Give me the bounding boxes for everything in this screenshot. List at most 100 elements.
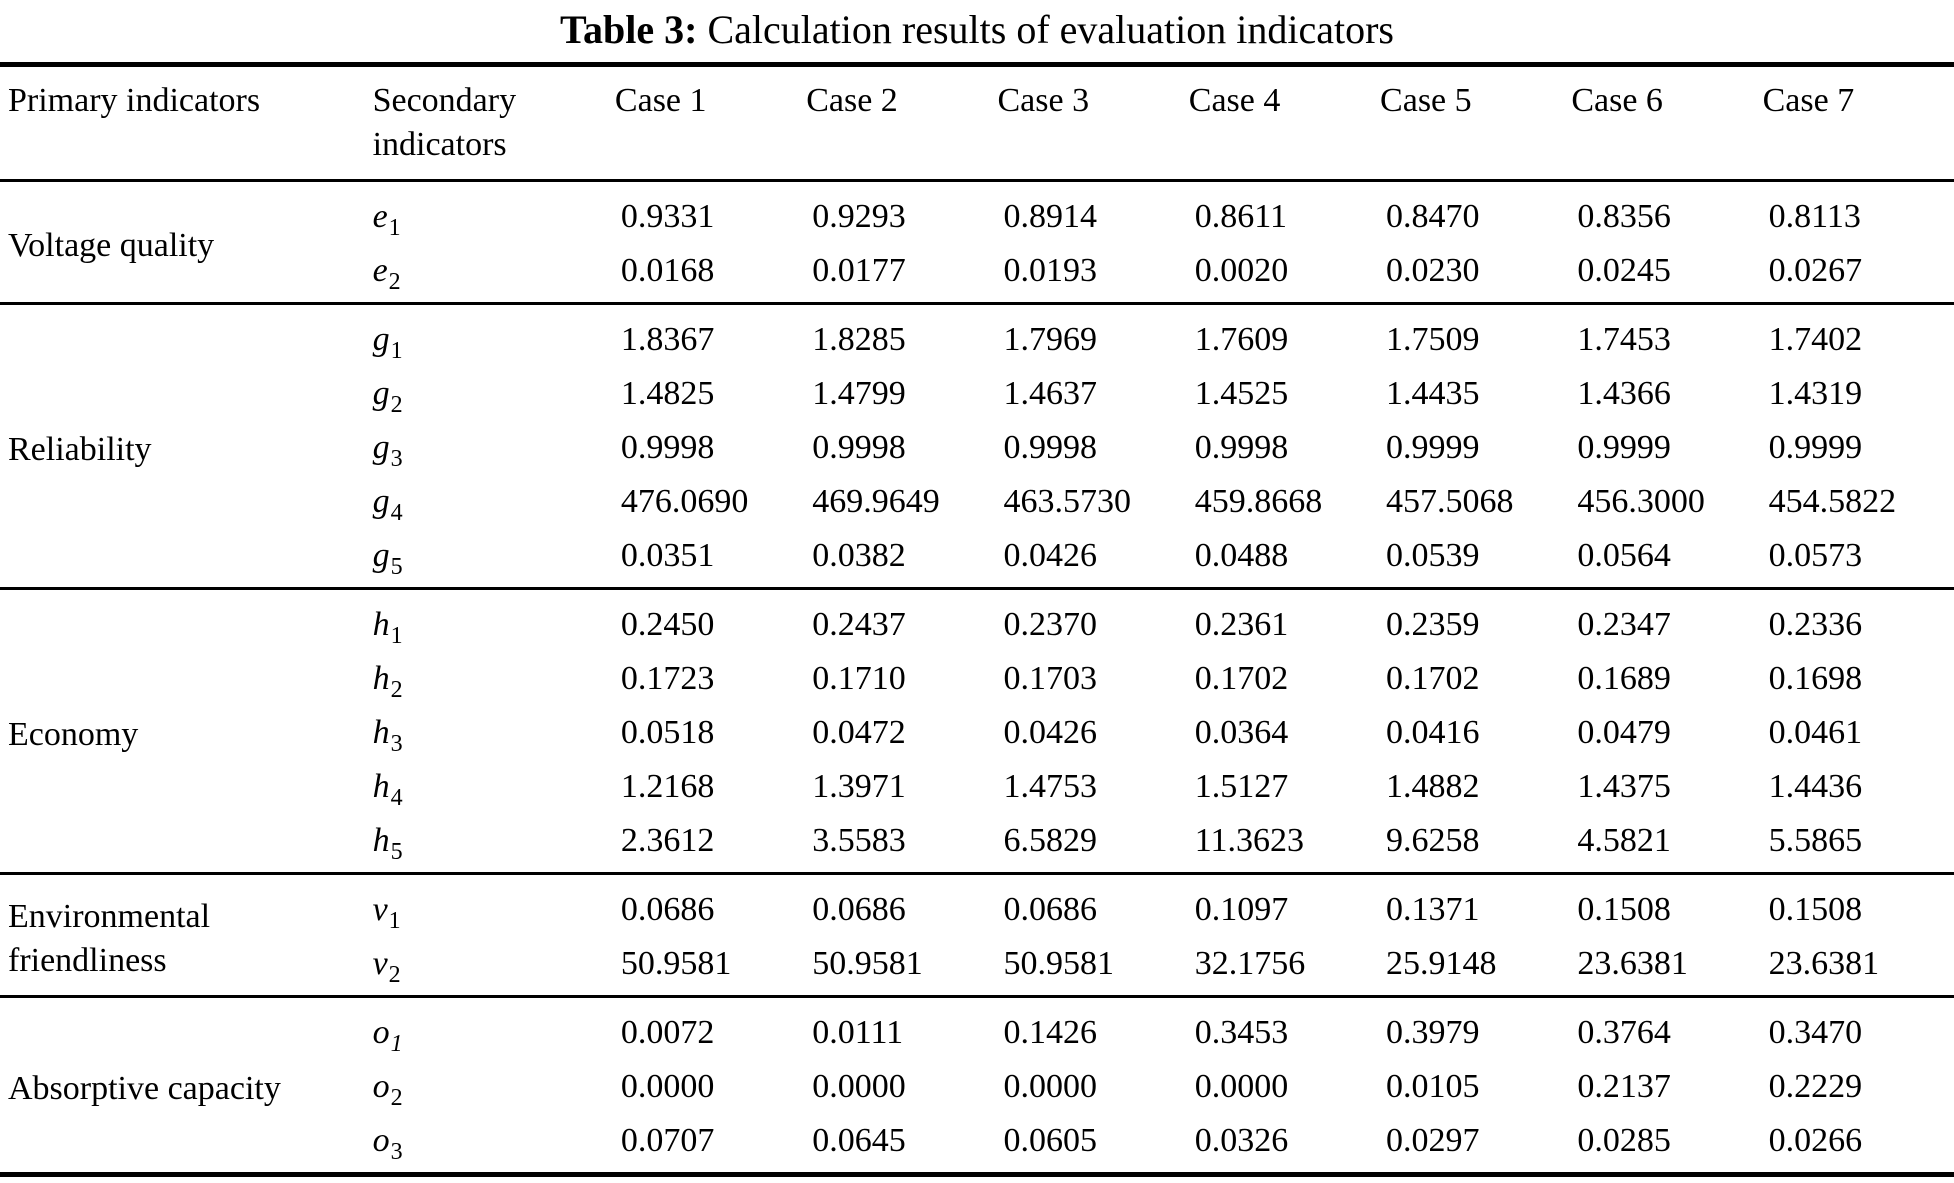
secondary-indicator-cell: e1 xyxy=(373,181,615,245)
value-cell-case-7: 1.4436 xyxy=(1768,768,1863,805)
table-row: h3 0.0518 0.0472 0.0426 0.0364 0.0416 0.0479 0.… xyxy=(0,706,1954,760)
value-cell-case-5: 0.2359 xyxy=(1386,606,1480,643)
value-cell-case-3: 0.0686 xyxy=(1003,891,1097,928)
value-cell-case-1: 0.0707 xyxy=(620,1122,715,1159)
symbol-base: v xyxy=(372,891,388,928)
value-cell-case-3: 1.4753 xyxy=(1003,768,1097,805)
secondary-indicator-cell: h1 xyxy=(373,589,615,653)
secondary-indicator-cell: g4 xyxy=(373,475,615,529)
value-cell-case-2: 0.9998 xyxy=(812,429,906,466)
value-cell-case-5: 0.0105 xyxy=(1386,1068,1480,1105)
value-cell-case-1: 0.0351 xyxy=(620,537,715,574)
primary-indicator-cell: Voltage quality xyxy=(8,227,215,264)
symbol-subscript: 1 xyxy=(390,1031,403,1057)
value-cell-case-2: 0.9293 xyxy=(812,198,906,235)
value-cell-case-5: 0.9999 xyxy=(1386,429,1480,466)
value-cell-case-2: 0.1710 xyxy=(812,660,906,697)
symbol-base: o xyxy=(372,1068,390,1105)
symbol-subscript: 4 xyxy=(390,785,403,811)
value-cell-case-4: 11.3623 xyxy=(1194,822,1305,859)
table-caption-label: Table 3: xyxy=(560,7,698,52)
value-cell-case-4: 0.0020 xyxy=(1194,252,1289,289)
section-reliability: Reliability g1 1.8367 1.8285 1.7969 1.7609 1.7… xyxy=(0,303,1954,589)
secondary-indicator-cell: h3 xyxy=(373,706,615,760)
secondary-indicator-cell: g1 xyxy=(373,304,615,368)
value-cell-case-1: 0.0168 xyxy=(620,252,715,289)
symbol-subscript: 3 xyxy=(390,446,403,472)
value-cell-case-2: 0.0111 xyxy=(812,1014,904,1051)
table-row: Voltage quality e1 0.9331 0.9293 0.8914 0.861… xyxy=(0,181,1954,264)
value-cell-case-1: 0.2450 xyxy=(620,606,715,643)
value-cell-case-4: 0.9998 xyxy=(1194,429,1289,466)
secondary-indicator-cell: v2 xyxy=(373,937,615,997)
value-cell-case-3: 0.0426 xyxy=(1003,714,1097,751)
secondary-indicator-cell: e2 xyxy=(373,244,615,304)
col-header-case-5: Case 5 xyxy=(1380,82,1472,119)
value-cell-case-7: 0.2229 xyxy=(1768,1068,1863,1105)
value-cell-case-4: 0.1702 xyxy=(1194,660,1289,697)
value-cell-case-1: 0.9998 xyxy=(620,429,715,466)
value-cell-case-2: 0.0472 xyxy=(812,714,906,751)
value-cell-case-3: 0.0605 xyxy=(1003,1122,1097,1159)
value-cell-case-5: 1.4882 xyxy=(1386,768,1480,805)
value-cell-case-5: 457.5068 xyxy=(1386,483,1514,520)
value-cell-case-1: 0.0686 xyxy=(620,891,715,928)
value-cell-case-5: 0.3979 xyxy=(1386,1014,1480,1051)
symbol-base: o xyxy=(372,1014,390,1051)
symbol-base: h xyxy=(372,822,390,859)
symbol-base: e xyxy=(372,198,388,235)
table-row: g3 0.9998 0.9998 0.9998 0.9998 0.9999 0.9999 0.… xyxy=(0,421,1954,475)
section-economy: Economy h1 0.2450 0.2437 0.2370 0.2361 0.2359 0… xyxy=(0,588,1954,874)
value-cell-case-7: 23.6381 xyxy=(1768,945,1880,982)
value-cell-case-4: 0.8611 xyxy=(1194,198,1288,235)
table-row: Economy h1 0.2450 0.2437 0.2370 0.2361 0.2359 0… xyxy=(0,589,1954,753)
value-cell-case-7: 0.9999 xyxy=(1768,429,1863,466)
value-cell-case-1: 1.2168 xyxy=(620,768,715,805)
symbol-subscript: 2 xyxy=(388,962,401,988)
symbol-subscript: 1 xyxy=(388,908,401,934)
value-cell-case-2: 1.8285 xyxy=(812,321,906,358)
secondary-indicator-cell: h4 xyxy=(373,760,615,814)
value-cell-case-2: 0.2437 xyxy=(812,606,906,643)
value-cell-case-2: 0.0177 xyxy=(812,252,906,289)
table-row: g4 476.0690 469.9649 463.5730 459.8668 457.50… xyxy=(0,475,1954,529)
symbol-subscript: 1 xyxy=(390,338,403,364)
table-row: h4 1.2168 1.3971 1.4753 1.5127 1.4882 1.4375 1.… xyxy=(0,760,1954,814)
table-row: Environmental friendliness v1 0.0686 0.0686… xyxy=(0,874,1954,979)
secondary-indicator-cell: h2 xyxy=(373,652,615,706)
value-cell-case-6: 1.7453 xyxy=(1577,321,1671,358)
symbol-subscript: 4 xyxy=(390,500,403,526)
value-cell-case-4: 32.1756 xyxy=(1194,945,1306,982)
table-row: e2 0.0168 0.0177 0.0193 0.0020 0.0230 0.0245 0.… xyxy=(0,244,1954,304)
value-cell-case-3: 0.8914 xyxy=(1003,198,1097,235)
value-cell-case-3: 0.0000 xyxy=(1003,1068,1097,1105)
value-cell-case-1: 0.0518 xyxy=(620,714,715,751)
symbol-base: o xyxy=(372,1122,390,1159)
value-cell-case-5: 0.0297 xyxy=(1386,1122,1480,1159)
value-cell-case-3: 6.5829 xyxy=(1003,822,1097,859)
symbol-subscript: 1 xyxy=(390,623,403,649)
value-cell-case-5: 9.6258 xyxy=(1386,822,1480,859)
value-cell-case-6: 0.1689 xyxy=(1577,660,1671,697)
section-voltage-quality: Voltage quality e1 0.9331 0.9293 0.8914 0.861… xyxy=(0,180,1954,304)
table-caption: Table 3: Calculation results of evaluatio… xyxy=(0,0,1954,62)
symbol-base: e xyxy=(372,252,388,289)
table-row: o2 0.0000 0.0000 0.0000 0.0000 0.0105 0.2137 0.… xyxy=(0,1060,1954,1114)
value-cell-case-5: 0.8470 xyxy=(1386,198,1480,235)
value-cell-case-7: 454.5822 xyxy=(1768,483,1897,520)
value-cell-case-2: 0.0382 xyxy=(812,537,906,574)
value-cell-case-1: 50.9581 xyxy=(620,945,732,982)
results-table: Primary indicators Secondary indicators … xyxy=(0,62,1954,1177)
value-cell-case-4: 0.0488 xyxy=(1194,537,1289,574)
value-cell-case-7: 5.5865 xyxy=(1768,822,1863,859)
value-cell-case-2: 0.0686 xyxy=(812,891,906,928)
value-cell-case-6: 0.2137 xyxy=(1577,1068,1671,1105)
value-cell-case-3: 0.1703 xyxy=(1003,660,1097,697)
value-cell-case-7: 0.1508 xyxy=(1768,891,1863,928)
symbol-subscript: 2 xyxy=(390,392,403,418)
value-cell-case-6: 4.5821 xyxy=(1577,822,1671,859)
value-cell-case-6: 0.0285 xyxy=(1577,1122,1671,1159)
value-cell-case-4: 0.0364 xyxy=(1194,714,1289,751)
table-row: Reliability g1 1.8367 1.8285 1.7969 1.7609 1.7… xyxy=(0,304,1954,468)
secondary-indicator-cell: o2 xyxy=(373,1060,615,1114)
